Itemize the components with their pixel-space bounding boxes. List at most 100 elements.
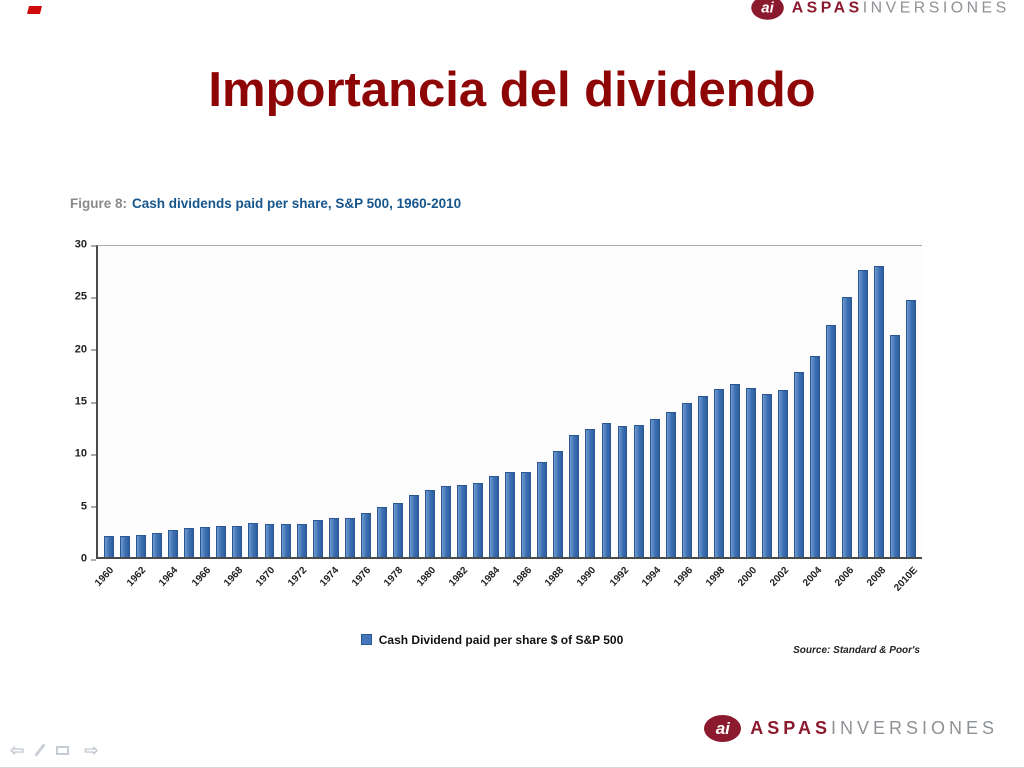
bar-slot <box>903 246 919 557</box>
bar-slot <box>390 246 406 557</box>
y-tick-label: 10 <box>74 447 97 460</box>
source-note: Source: Standard & Poor's <box>793 645 920 656</box>
y-axis: 0 5 10 15 20 25 30 <box>62 239 97 564</box>
bar <box>649 418 660 557</box>
next-slide-arrow-icon[interactable]: ⇨ <box>84 740 99 760</box>
y-tick-label: 20 <box>74 343 97 356</box>
bar <box>826 325 837 557</box>
bar <box>794 371 804 557</box>
bar-slot <box>871 246 887 557</box>
bar-slot <box>631 246 647 557</box>
bar-slot <box>727 246 743 557</box>
x-tick-slot: 1986 <box>511 559 534 611</box>
bar-slot <box>807 246 823 557</box>
legend-label: Cash Dividend paid per share $ of S&P 50… <box>378 633 624 647</box>
brand-word-aspas: ASPAS <box>750 718 831 738</box>
slide-menu-icon[interactable] <box>56 745 70 755</box>
brand-word-inversiones: INVERSIONES <box>863 0 1010 17</box>
bar-slot <box>229 246 245 557</box>
x-tick-slot: 2004 <box>801 559 824 611</box>
bar <box>264 523 275 557</box>
y-tick-label: 5 <box>80 500 97 513</box>
bar <box>441 486 451 557</box>
bar <box>521 472 532 557</box>
bar-slot <box>711 246 727 557</box>
brand-logo-top: ai ASPASINVERSIONES <box>751 0 1010 20</box>
bar-slot <box>165 246 181 557</box>
bar-slot <box>647 246 663 557</box>
bar-slot <box>566 246 582 557</box>
bar-slot <box>326 246 342 557</box>
brand-logo-text: ASPASINVERSIONES <box>750 718 998 739</box>
bar <box>376 506 387 557</box>
bar-slot <box>775 246 791 557</box>
bar <box>681 402 692 557</box>
slide-menu-glyph <box>56 745 70 755</box>
bar <box>585 428 596 557</box>
bar-slot <box>261 246 277 557</box>
bar <box>360 513 371 557</box>
bar <box>248 523 259 557</box>
x-tick-slot: 1996 <box>672 559 695 611</box>
bar <box>633 425 644 557</box>
bar-slot <box>534 246 550 557</box>
bar-slot <box>743 246 759 557</box>
bar-slot <box>294 246 310 557</box>
y-tick-label: 15 <box>74 395 97 408</box>
x-tick-slot: 1974 <box>318 559 341 611</box>
bar <box>344 518 355 557</box>
bar-slot <box>101 246 117 557</box>
bar <box>890 334 901 557</box>
bar-slot <box>310 246 326 557</box>
bar <box>729 383 740 557</box>
previous-slide-arrow-icon[interactable]: ⇦ <box>10 740 25 760</box>
bar-slot <box>855 246 871 557</box>
x-tick-slot: 2006 <box>833 559 856 611</box>
bar-slot <box>823 246 839 557</box>
bar <box>761 393 772 557</box>
x-tick-slot: 1990 <box>575 559 598 611</box>
bar <box>152 532 163 557</box>
bar <box>906 300 917 557</box>
bar <box>601 422 612 557</box>
brand-word-inversiones: INVERSIONES <box>830 718 998 738</box>
bar-slot <box>374 246 390 557</box>
x-tick-slot: 1984 <box>479 559 502 611</box>
bar-slot <box>695 246 711 557</box>
bar <box>874 266 885 557</box>
bar <box>665 412 676 557</box>
bar-chart: 0 5 10 15 20 25 30 1960 1962 1964 1966 1968 1970 197… <box>62 239 922 611</box>
bar-slot <box>438 246 454 557</box>
x-tick-slot: 1980 <box>415 559 438 611</box>
bar <box>120 535 131 557</box>
bar <box>104 536 114 557</box>
bar-slot <box>663 246 679 557</box>
bar-slot <box>133 246 149 557</box>
bar-slot <box>615 246 631 557</box>
bar <box>457 485 468 557</box>
bar <box>473 483 484 557</box>
brand-logo-bottom: ai ASPASINVERSIONES <box>704 715 998 742</box>
plot-area <box>96 245 922 559</box>
x-tick-slot: 1966 <box>190 559 213 611</box>
bar <box>842 297 853 557</box>
figure-caption: Cash dividends paid per share, S&P 500, … <box>132 196 462 211</box>
x-tick-slot: 1978 <box>383 559 406 611</box>
legend-row: Cash Dividend paid per share $ of S&P 50… <box>62 633 922 665</box>
x-tick-slot: 1998 <box>704 559 727 611</box>
bar-slot <box>181 246 197 557</box>
bar-slot <box>486 246 502 557</box>
bar-slot <box>342 246 358 557</box>
pen-tool-icon[interactable] <box>35 743 46 757</box>
bar <box>168 530 179 557</box>
bar-slot <box>422 246 438 557</box>
bar <box>200 527 211 557</box>
x-tick-slot: 1964 <box>157 559 180 611</box>
bar <box>424 490 435 557</box>
x-tick-slot: 1982 <box>447 559 470 611</box>
bar <box>713 389 724 557</box>
bar-slot <box>197 246 213 557</box>
brand-word-aspas: ASPAS <box>792 0 864 17</box>
bar <box>232 525 243 557</box>
chart-legend: Cash Dividend paid per share $ of S&P 50… <box>62 633 922 647</box>
